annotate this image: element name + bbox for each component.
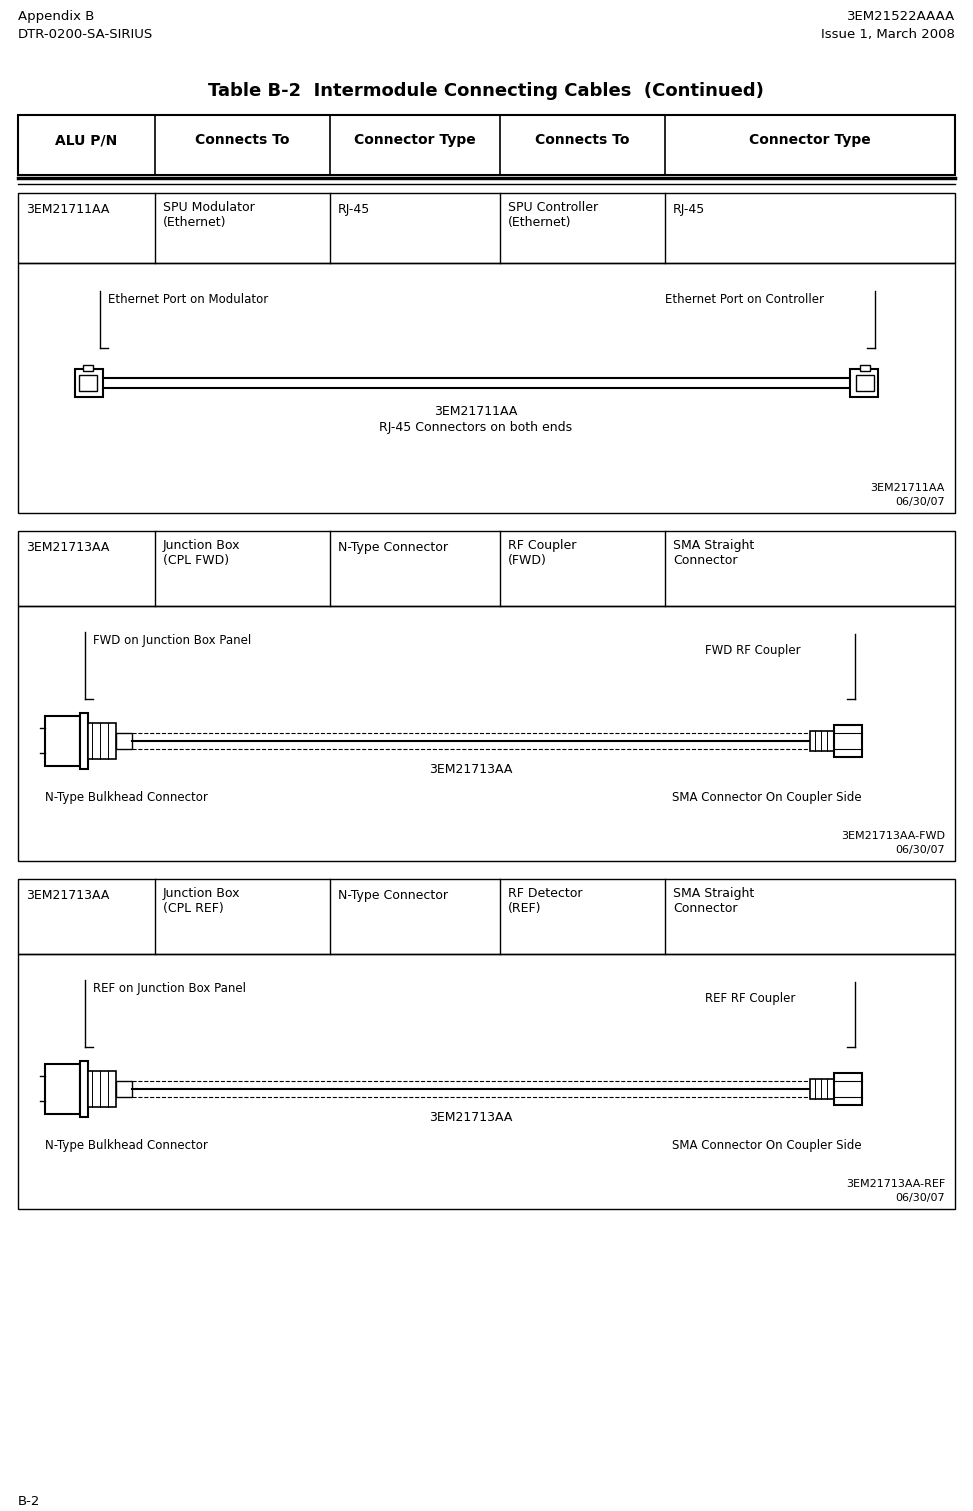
Bar [18,263,955,514]
Bar [88,1071,116,1108]
Bar [116,733,132,749]
Text: Connects To: Connects To [196,133,290,147]
Text: RJ-45: RJ-45 [673,202,705,216]
Text: RJ-45: RJ-45 [338,202,371,216]
Text: Connects To: Connects To [535,133,630,147]
Text: SMA Straight
Connector: SMA Straight Connector [673,539,754,567]
Bar [856,375,874,391]
Bar [80,1061,88,1117]
Text: REF on Junction Box Panel: REF on Junction Box Panel [93,982,246,996]
Text: RF Detector
(REF): RF Detector (REF) [508,887,583,916]
Text: Junction Box
(CPL REF): Junction Box (CPL REF) [163,887,240,916]
Text: Ethernet Port on Controller: Ethernet Port on Controller [665,293,824,307]
Text: Issue 1, March 2008: Issue 1, March 2008 [821,29,955,41]
Bar [834,1073,862,1105]
Text: 3EM21711AA: 3EM21711AA [871,484,945,493]
Bar [45,716,80,766]
Text: N-Type Connector: N-Type Connector [338,888,448,902]
Bar [80,713,88,769]
Text: N-Type Bulkhead Connector: N-Type Bulkhead Connector [45,790,208,804]
Text: 3EM21713AA: 3EM21713AA [26,541,109,555]
Text: 3EM21711AA: 3EM21711AA [434,405,518,419]
Bar [18,953,955,1209]
Text: DTR-0200-SA-SIRIUS: DTR-0200-SA-SIRIUS [18,29,154,41]
Text: 3EM21522AAAA: 3EM21522AAAA [847,11,955,23]
Bar [45,1064,80,1114]
Text: SMA Straight
Connector: SMA Straight Connector [673,887,754,916]
Text: SMA Connector On Coupler Side: SMA Connector On Coupler Side [672,790,862,804]
Text: ALU P/N: ALU P/N [55,133,118,147]
Bar [18,606,955,861]
Text: 3EM21711AA: 3EM21711AA [26,202,109,216]
Text: 06/30/07: 06/30/07 [895,845,945,855]
Text: SPU Controller
(Ethernet): SPU Controller (Ethernet) [508,201,598,230]
Bar [88,722,116,759]
Text: SPU Modulator
(Ethernet): SPU Modulator (Ethernet) [163,201,255,230]
Bar [75,369,103,397]
Bar [116,1080,132,1097]
Bar [18,530,955,606]
Text: RF Coupler
(FWD): RF Coupler (FWD) [508,539,576,567]
Text: 06/30/07: 06/30/07 [895,1194,945,1203]
Text: 3EM21713AA: 3EM21713AA [26,888,109,902]
Text: Appendix B: Appendix B [18,11,94,23]
Bar [850,369,878,397]
Text: Ethernet Port on Modulator: Ethernet Port on Modulator [108,293,269,307]
Bar [810,1079,834,1098]
Text: REF RF Coupler: REF RF Coupler [705,993,795,1005]
Text: 3EM21713AA: 3EM21713AA [429,1111,513,1124]
Text: N-Type Connector: N-Type Connector [338,541,448,555]
Text: FWD RF Coupler: FWD RF Coupler [705,644,801,657]
Text: RJ-45 Connectors on both ends: RJ-45 Connectors on both ends [379,422,572,434]
Bar [860,366,870,372]
Text: Connector Type: Connector Type [354,133,476,147]
Bar [810,731,834,751]
Text: 3EM21713AA-REF: 3EM21713AA-REF [846,1179,945,1189]
Text: FWD on Junction Box Panel: FWD on Junction Box Panel [93,635,251,647]
Text: B-2: B-2 [18,1494,40,1508]
Bar [834,725,862,757]
Bar [18,115,955,175]
Text: 3EM21713AA-FWD: 3EM21713AA-FWD [841,831,945,842]
Text: SMA Connector On Coupler Side: SMA Connector On Coupler Side [672,1139,862,1151]
Text: N-Type Bulkhead Connector: N-Type Bulkhead Connector [45,1139,208,1151]
Text: Connector Type: Connector Type [749,133,871,147]
Bar [83,366,93,372]
Bar [18,879,955,953]
Text: 06/30/07: 06/30/07 [895,497,945,508]
Text: 3EM21713AA: 3EM21713AA [429,763,513,777]
Bar [79,375,97,391]
Bar [18,193,955,263]
Text: Table B-2  Intermodule Connecting Cables  (Continued): Table B-2 Intermodule Connecting Cables … [208,82,764,100]
Text: Junction Box
(CPL FWD): Junction Box (CPL FWD) [163,539,240,567]
